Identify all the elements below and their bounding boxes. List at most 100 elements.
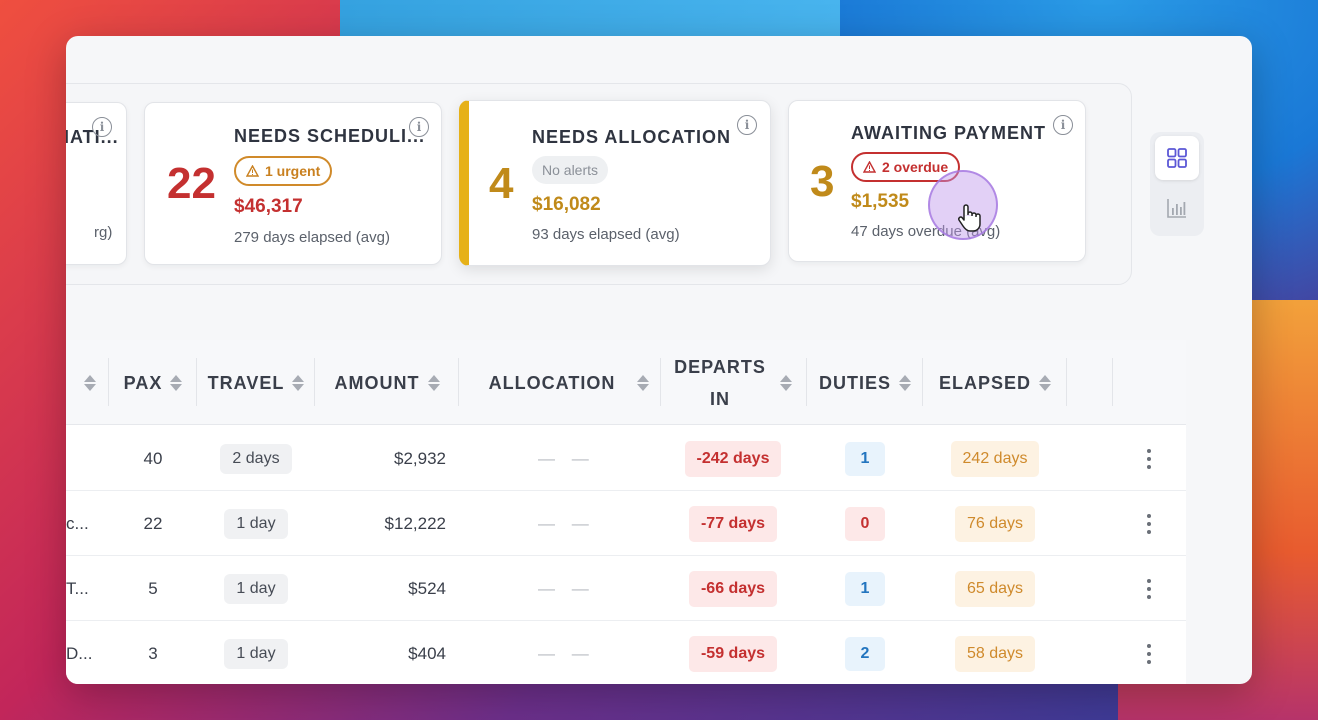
cell-name: c... — [66, 513, 89, 533]
column-header-pax[interactable]: PAX — [110, 340, 196, 425]
column-divider — [660, 358, 661, 406]
cell-amount: $524 — [408, 578, 446, 598]
cell-travel: 1 day — [198, 621, 314, 684]
table-row[interactable]: T... 5 1 day $524 — — -66 days 1 65 days — [66, 556, 1186, 621]
cursor-highlight — [928, 170, 998, 240]
header-label: ELAPSED — [938, 372, 1032, 393]
column-divider — [196, 358, 197, 406]
cell-travel: 1 day — [198, 556, 314, 621]
column-header-duties[interactable]: DUTIES — [808, 340, 922, 425]
sort-icon — [292, 374, 305, 391]
sort-icon — [899, 374, 911, 391]
badge-label: 1 urgent — [265, 163, 321, 179]
sort-icon — [637, 374, 650, 391]
card-subtext: 279 days elapsed (avg) — [234, 229, 390, 246]
header-label: DUTIES — [818, 372, 891, 393]
card-needs-confirmation[interactable]: MATI... i rg) — [66, 102, 127, 265]
cell-departs-in: -59 days — [662, 621, 804, 684]
header-label: TRAVEL — [207, 372, 285, 393]
duties-badge: 1 — [845, 571, 885, 606]
wallpaper-cyan — [340, 0, 840, 40]
column-divider — [108, 358, 109, 406]
sort-icon — [84, 374, 96, 391]
row-menu-button[interactable] — [1126, 621, 1172, 684]
sort-icon — [427, 374, 440, 391]
cell-amount: $2,932 — [394, 448, 446, 468]
table-row[interactable]: D... 3 1 day $404 — — -59 days 2 58 days — [66, 621, 1186, 684]
cell-departs-in: -66 days — [662, 556, 804, 621]
duties-badge: 2 — [845, 636, 885, 671]
sort-icon — [1039, 374, 1052, 391]
cell-name: T... — [66, 578, 89, 598]
column-header-elapsed[interactable]: ELAPSED — [924, 340, 1066, 425]
departs-badge: -59 days — [688, 635, 778, 672]
table-row[interactable]: c... 22 1 day $12,222 — — -77 days 0 76 … — [66, 491, 1186, 556]
table-row[interactable]: 40 2 days $2,932 — — -242 days 1 242 day… — [66, 426, 1186, 491]
sort-button-hidden-col[interactable] — [66, 340, 106, 425]
cell-departs-in: -77 days — [662, 491, 804, 556]
kebab-menu-icon — [1147, 643, 1151, 664]
urgent-badge: 1 urgent — [234, 156, 333, 186]
cell-name: D... — [66, 643, 93, 663]
header-label: PAX — [123, 372, 163, 393]
cell-elapsed: 76 days — [924, 491, 1066, 556]
cell-elapsed: 242 days — [924, 426, 1066, 491]
departs-badge: -66 days — [688, 570, 778, 607]
cell-pax: 5 — [148, 578, 158, 598]
warning-triangle-icon — [246, 165, 259, 177]
cell-duties: 1 — [808, 556, 922, 621]
column-divider — [806, 358, 807, 406]
header-label: AMOUNT — [334, 372, 420, 393]
elapsed-badge: 65 days — [954, 570, 1036, 607]
cell-amount: $404 — [408, 643, 446, 663]
column-divider — [1066, 358, 1067, 406]
cell-duties: 0 — [808, 491, 922, 556]
cell-allocation: — — — [538, 643, 595, 663]
travel-pill: 2 days — [220, 443, 292, 474]
row-menu-button[interactable] — [1126, 556, 1172, 621]
elapsed-badge: 242 days — [950, 440, 1040, 477]
badge-label: 2 overdue — [882, 159, 949, 175]
card-title: NEEDS SCHEDULI... — [234, 126, 426, 146]
column-header-allocation[interactable]: ALLOCATION — [460, 340, 658, 425]
departs-badge: -77 days — [688, 505, 778, 542]
header-label-line2: IN — [710, 388, 730, 409]
kebab-menu-icon — [1147, 448, 1151, 469]
cell-elapsed: 58 days — [924, 621, 1066, 684]
elapsed-badge: 76 days — [954, 505, 1036, 542]
table-header: PAX TRAVEL AMOUNT ALLOCATION DEPA — [66, 340, 1186, 425]
cell-travel: 2 days — [198, 426, 314, 491]
warning-triangle-icon — [863, 161, 876, 173]
card-title: NEEDS ALLOCATION — [532, 127, 731, 147]
column-divider — [458, 358, 459, 406]
column-header-departs-in[interactable]: DEPARTS IN — [662, 340, 804, 425]
info-icon[interactable]: i — [1053, 115, 1073, 135]
travel-pill: 1 day — [224, 638, 288, 669]
cell-duties: 2 — [808, 621, 922, 684]
departs-badge: -242 days — [684, 440, 782, 477]
chart-view-button[interactable] — [1155, 186, 1199, 230]
card-subtext: 93 days elapsed (avg) — [532, 226, 680, 243]
cell-name — [66, 426, 106, 491]
card-needs-allocation[interactable]: 4 NEEDS ALLOCATION i No alerts $16,082 9… — [459, 100, 771, 266]
column-header-travel[interactable]: TRAVEL — [198, 340, 314, 425]
hand-pointer-icon — [958, 204, 981, 232]
card-needs-scheduling[interactable]: 22 NEEDS SCHEDULI... i 1 urgent $46,317 … — [144, 102, 442, 265]
info-icon[interactable]: i — [92, 117, 112, 137]
kebab-menu-icon — [1147, 578, 1151, 599]
row-menu-button[interactable] — [1126, 426, 1172, 491]
row-menu-button[interactable] — [1126, 491, 1172, 556]
card-count: 4 — [489, 159, 514, 208]
card-amount: $46,317 — [234, 196, 303, 217]
grid-view-button[interactable] — [1155, 136, 1199, 180]
info-icon[interactable]: i — [737, 115, 757, 135]
cell-pax: 22 — [143, 513, 163, 533]
header-label: DEPARTS IN — [674, 351, 766, 415]
overdue-badge: 2 overdue — [851, 152, 961, 182]
column-header-amount[interactable]: AMOUNT — [316, 340, 458, 425]
duties-badge: 1 — [845, 441, 885, 476]
header-label: ALLOCATION — [488, 372, 616, 393]
info-icon[interactable]: i — [409, 117, 429, 137]
card-count: 3 — [810, 157, 835, 206]
cell-pax: 3 — [148, 643, 158, 663]
